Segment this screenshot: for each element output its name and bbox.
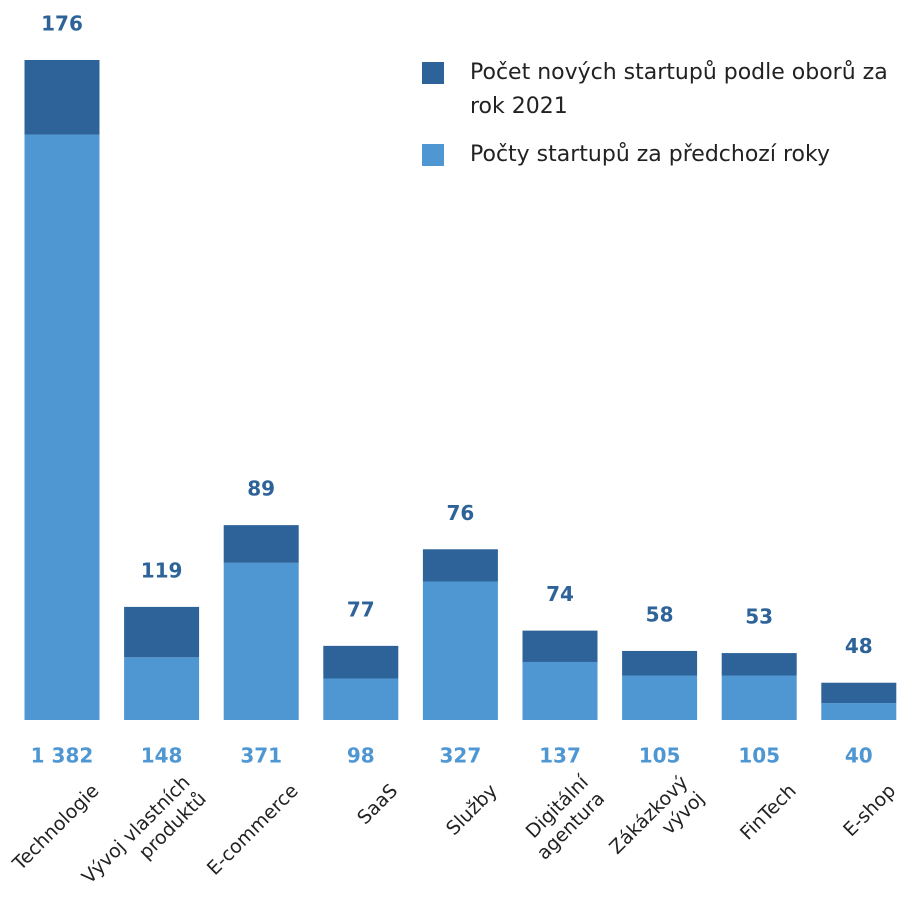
bar [223, 562, 299, 720]
x-tick-label: E-commerce [203, 780, 303, 880]
x-tick-label-line: Služby [442, 780, 502, 840]
value-label: 98 [347, 744, 375, 768]
bar [323, 645, 399, 679]
x-tick-label: Služby [442, 780, 502, 840]
legend-label: Počet nových startupů podle oborů za rok… [470, 60, 888, 119]
bar [622, 675, 698, 720]
value-label: 48 [845, 634, 873, 658]
value-label: 1 382 [31, 744, 94, 768]
x-tick-label: SaaS [353, 780, 402, 829]
bar [124, 657, 200, 720]
value-label: 105 [738, 744, 780, 768]
bar [522, 661, 598, 720]
x-tick-label-line: FinTech [736, 780, 801, 845]
bar [522, 630, 598, 662]
x-tick-label: E-shop [839, 780, 900, 841]
bar [422, 581, 498, 720]
value-label: 89 [247, 477, 275, 501]
legend-item: Počet nových startupů podle oborů za rok… [422, 56, 892, 124]
value-label: 53 [745, 605, 773, 629]
bar [24, 134, 100, 720]
value-label: 137 [539, 744, 581, 768]
bar [721, 653, 797, 676]
value-label: 76 [446, 501, 474, 525]
bar [622, 650, 698, 676]
legend-swatch [422, 62, 444, 84]
x-tick-label-line: E-shop [839, 780, 900, 841]
bar [821, 703, 897, 720]
x-tick-label-line: E-commerce [203, 780, 303, 880]
x-tick-label-line: SaaS [353, 780, 402, 829]
legend-swatch [422, 144, 444, 166]
value-label: 40 [845, 744, 873, 768]
value-label: 58 [646, 602, 674, 626]
value-label: 176 [41, 12, 83, 36]
legend-label: Počty startupů za předchozí roky [470, 142, 830, 167]
bar [24, 60, 100, 135]
x-tick-label: FinTech [736, 780, 801, 845]
legend-item: Počty startupů za předchozí roky [422, 138, 892, 172]
bar [323, 678, 399, 720]
legend: Počet nových startupů podle oborů za rok… [422, 56, 892, 186]
value-label: 74 [546, 582, 574, 606]
bar [124, 606, 200, 658]
bar [821, 682, 897, 704]
bar [223, 525, 299, 563]
value-label: 148 [141, 744, 183, 768]
bar [422, 549, 498, 582]
value-label: 327 [440, 744, 482, 768]
value-label: 371 [240, 744, 282, 768]
value-label: 105 [639, 744, 681, 768]
value-label: 119 [141, 558, 183, 582]
bar [721, 675, 797, 720]
value-label: 77 [347, 597, 375, 621]
